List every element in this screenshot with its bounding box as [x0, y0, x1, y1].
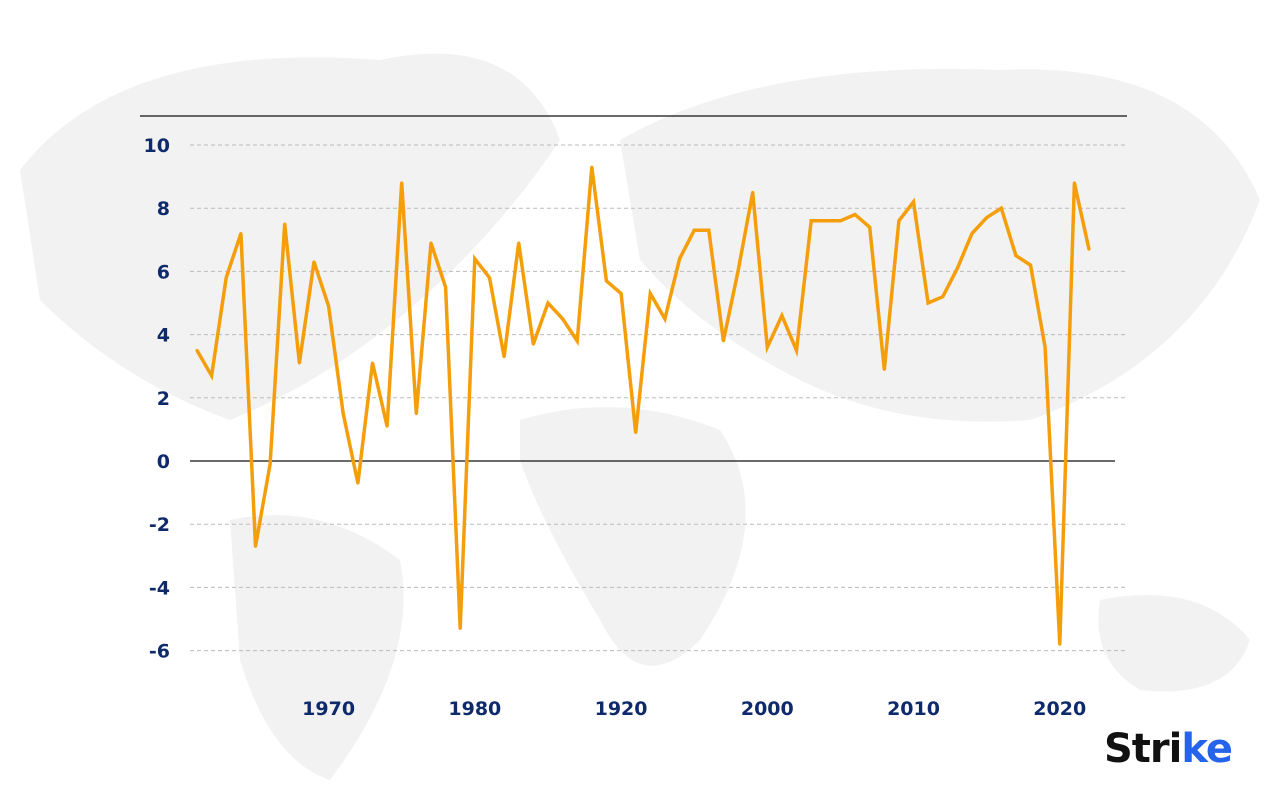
data-point — [1058, 642, 1062, 646]
x-axis: 1970 1980 1920 2000 2010 2020 — [302, 698, 1086, 720]
data-point — [210, 374, 214, 378]
data-point — [502, 355, 506, 359]
data-point — [634, 431, 638, 435]
data-point — [941, 295, 945, 299]
data-point — [283, 222, 287, 226]
data-point — [561, 317, 565, 321]
data-point — [414, 412, 418, 416]
x-tick-label: 2010 — [887, 698, 940, 720]
x-tick-label: 1980 — [448, 698, 501, 720]
data-point — [1087, 247, 1091, 251]
y-tick-label: 2 — [157, 388, 170, 410]
series-layer — [195, 165, 1091, 646]
data-point — [868, 225, 872, 229]
y-tick-label: 4 — [157, 325, 170, 347]
y-tick-label: 8 — [157, 198, 170, 220]
data-point — [385, 424, 389, 428]
data-point — [268, 462, 272, 466]
data-point — [663, 317, 667, 321]
data-point — [751, 190, 755, 194]
y-tick-label: -4 — [149, 577, 170, 599]
data-point — [1072, 181, 1076, 185]
data-point — [224, 276, 228, 280]
data-point — [370, 361, 374, 365]
data-point — [780, 314, 784, 318]
y-tick-label: 0 — [157, 451, 170, 473]
data-point — [926, 301, 930, 305]
y-tick-label: 10 — [144, 135, 170, 157]
data-point — [721, 339, 725, 343]
data-point — [882, 367, 886, 371]
data-point — [765, 345, 769, 349]
data-point — [999, 206, 1003, 210]
data-point — [912, 200, 916, 204]
data-point — [312, 260, 316, 264]
data-point — [707, 228, 711, 232]
data-point — [853, 213, 857, 217]
y-tick-label: 6 — [157, 261, 170, 283]
data-point — [648, 292, 652, 296]
data-point — [619, 292, 623, 296]
data-point — [297, 361, 301, 365]
data-point — [736, 269, 740, 273]
series-line — [195, 166, 1091, 645]
data-point — [985, 216, 989, 220]
x-tick-label: 2000 — [741, 698, 794, 720]
world-map-background — [20, 53, 1260, 780]
data-point — [897, 219, 901, 223]
data-point — [487, 276, 491, 280]
data-point — [824, 219, 828, 223]
data-point — [195, 348, 199, 352]
data-point — [795, 348, 799, 352]
data-point — [458, 626, 462, 630]
y-tick-label: -2 — [149, 514, 170, 536]
data-point — [1029, 263, 1033, 267]
data-point — [692, 228, 696, 232]
data-point — [531, 342, 535, 346]
y-axis: 10 8 6 4 2 0 -2 -4 -6 — [144, 135, 170, 663]
x-tick-label: 1920 — [595, 698, 648, 720]
x-tick-label: 2020 — [1033, 698, 1086, 720]
data-point — [1043, 345, 1047, 349]
data-point — [809, 219, 813, 223]
data-point — [356, 481, 360, 485]
data-point — [253, 544, 257, 548]
data-point — [678, 257, 682, 261]
data-point — [400, 181, 404, 185]
data-point — [590, 165, 594, 169]
data-point — [517, 241, 521, 245]
data-point — [429, 241, 433, 245]
data-point — [955, 266, 959, 270]
data-point — [838, 219, 842, 223]
data-point — [604, 279, 608, 283]
gridlines — [190, 144, 1127, 652]
data-point — [546, 301, 550, 305]
data-point — [1014, 254, 1018, 258]
data-point — [327, 304, 331, 308]
data-point — [341, 412, 345, 416]
data-point — [970, 231, 974, 235]
y-tick-label: -6 — [149, 641, 170, 663]
data-point — [444, 285, 448, 289]
data-point — [473, 257, 477, 261]
data-point — [239, 231, 243, 235]
x-tick-label: 1970 — [302, 698, 355, 720]
data-point — [575, 339, 579, 343]
strike-logo: Strike — [1104, 726, 1233, 772]
